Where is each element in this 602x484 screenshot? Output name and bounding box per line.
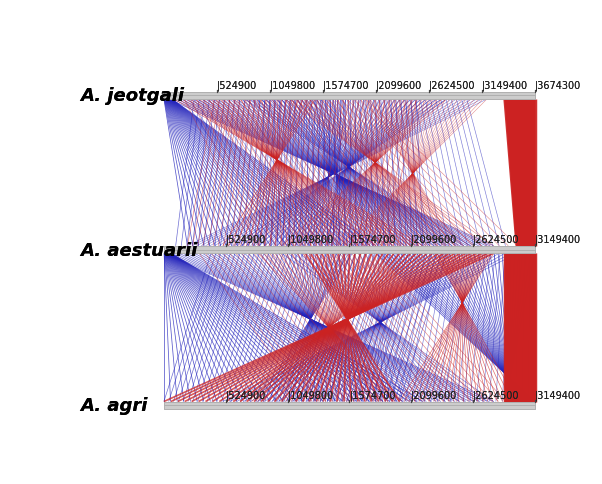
Text: |2624500: |2624500 bbox=[429, 80, 476, 91]
Text: |3149400: |3149400 bbox=[535, 389, 581, 400]
Bar bbox=[164, 402, 535, 406]
Text: |1049800: |1049800 bbox=[270, 80, 316, 91]
Bar bbox=[164, 246, 535, 250]
Text: |1574700: |1574700 bbox=[349, 389, 396, 400]
Bar bbox=[164, 246, 535, 250]
Text: A. aestuarii: A. aestuarii bbox=[80, 241, 197, 259]
Bar bbox=[164, 92, 535, 96]
Text: |3149400: |3149400 bbox=[535, 234, 581, 244]
Text: |1049800: |1049800 bbox=[288, 389, 334, 400]
Text: |3149400: |3149400 bbox=[482, 80, 528, 91]
Bar bbox=[164, 250, 535, 254]
Bar bbox=[164, 96, 535, 100]
Text: |2099600: |2099600 bbox=[376, 80, 422, 91]
Text: |3149400: |3149400 bbox=[535, 234, 581, 244]
Bar bbox=[164, 402, 535, 406]
Text: |3149400: |3149400 bbox=[482, 80, 528, 91]
Bar bbox=[164, 406, 535, 409]
Text: A. jeotgali: A. jeotgali bbox=[80, 87, 184, 105]
Text: |524900: |524900 bbox=[217, 80, 257, 91]
Text: |1574700: |1574700 bbox=[323, 80, 370, 91]
Text: |1049800: |1049800 bbox=[270, 80, 316, 91]
Text: |2624500: |2624500 bbox=[473, 234, 520, 244]
Text: |524900: |524900 bbox=[226, 389, 266, 400]
Text: |524900: |524900 bbox=[226, 234, 266, 244]
Text: |524900: |524900 bbox=[226, 234, 266, 244]
Text: |2099600: |2099600 bbox=[411, 234, 458, 244]
Text: |2624500: |2624500 bbox=[429, 80, 476, 91]
Text: |2624500: |2624500 bbox=[473, 234, 520, 244]
Text: |2099600: |2099600 bbox=[411, 389, 458, 400]
Text: |2099600: |2099600 bbox=[411, 389, 458, 400]
Text: |3674300: |3674300 bbox=[535, 80, 581, 91]
Text: A. jeotgali: A. jeotgali bbox=[80, 87, 184, 105]
Text: |2624500: |2624500 bbox=[473, 389, 520, 400]
Text: A. agri: A. agri bbox=[80, 396, 147, 414]
Text: |524900: |524900 bbox=[217, 80, 257, 91]
Text: |1049800: |1049800 bbox=[288, 234, 334, 244]
Text: |2099600: |2099600 bbox=[376, 80, 422, 91]
Bar bbox=[164, 92, 535, 96]
Bar bbox=[164, 96, 535, 100]
Text: |1574700: |1574700 bbox=[349, 234, 396, 244]
Text: |1049800: |1049800 bbox=[288, 389, 334, 400]
Text: A. agri: A. agri bbox=[80, 396, 147, 414]
Text: |3149400: |3149400 bbox=[535, 389, 581, 400]
Text: |524900: |524900 bbox=[226, 389, 266, 400]
Text: |2099600: |2099600 bbox=[411, 234, 458, 244]
Text: |3674300: |3674300 bbox=[535, 80, 581, 91]
Text: |1574700: |1574700 bbox=[349, 234, 396, 244]
Text: |1049800: |1049800 bbox=[288, 234, 334, 244]
Bar bbox=[164, 250, 535, 254]
Text: |1574700: |1574700 bbox=[349, 389, 396, 400]
Text: |1574700: |1574700 bbox=[323, 80, 370, 91]
Bar bbox=[164, 406, 535, 409]
Text: |2624500: |2624500 bbox=[473, 389, 520, 400]
Text: A. aestuarii: A. aestuarii bbox=[80, 241, 197, 259]
